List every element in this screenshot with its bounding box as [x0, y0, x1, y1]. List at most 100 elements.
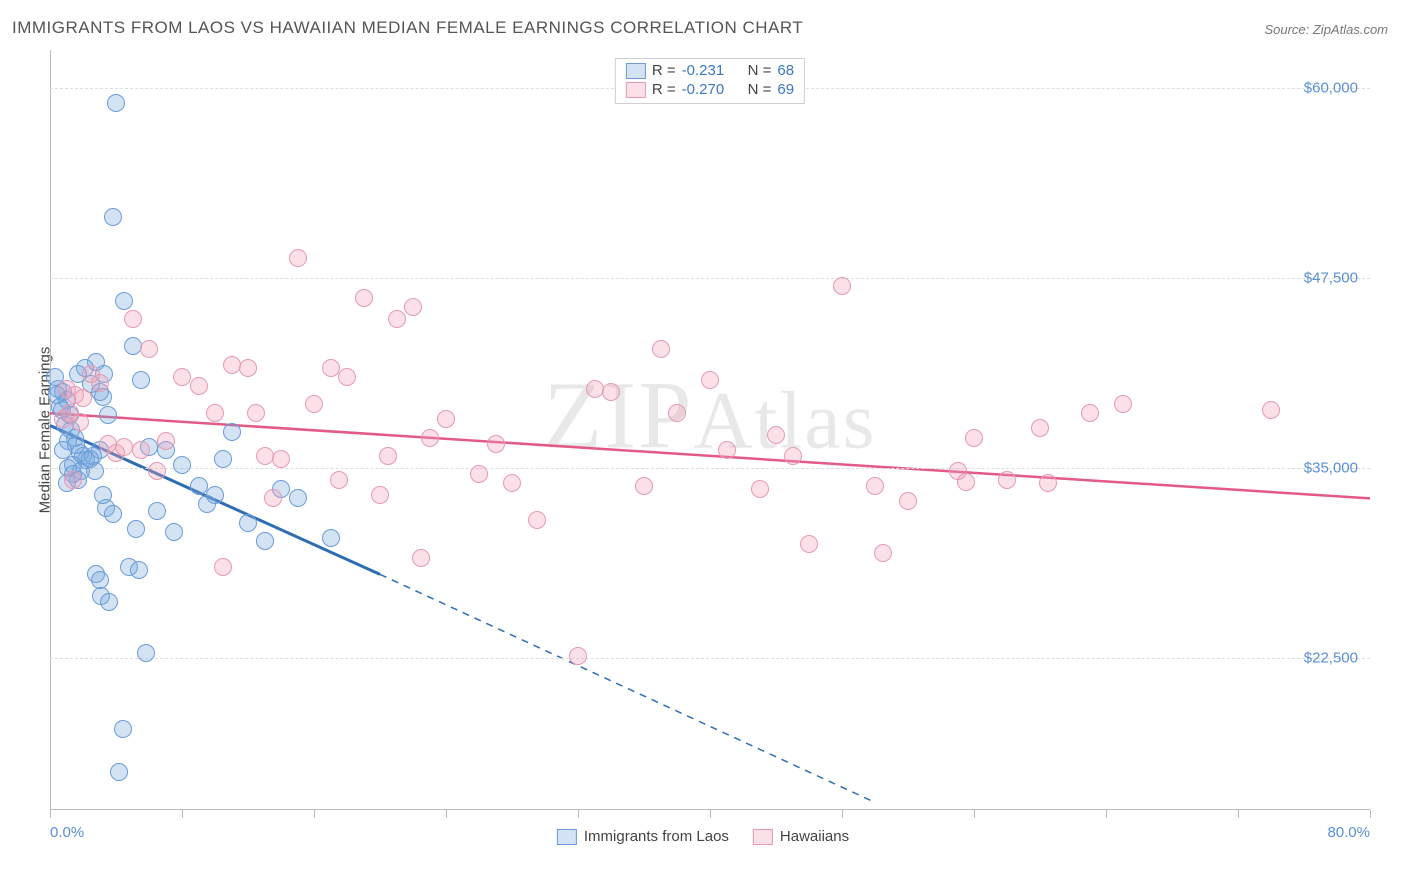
scatter-point-hawaiians	[289, 249, 307, 267]
scatter-point-hawaiians	[338, 368, 356, 386]
scatter-point-hawaiians	[371, 486, 389, 504]
x-tick	[578, 810, 579, 818]
scatter-point-hawaiians	[998, 471, 1016, 489]
scatter-point-hawaiians	[437, 410, 455, 428]
scatter-point-laos	[322, 529, 340, 547]
legend-n-label: N =	[748, 81, 772, 98]
scatter-point-laos	[115, 292, 133, 310]
x-tick	[314, 810, 315, 818]
legend-swatch	[626, 82, 646, 98]
scatter-point-hawaiians	[503, 474, 521, 492]
scatter-point-hawaiians	[115, 438, 133, 456]
scatter-point-laos	[127, 520, 145, 538]
scatter-point-hawaiians	[784, 447, 802, 465]
regression-line	[50, 413, 1370, 498]
scatter-point-laos	[114, 720, 132, 738]
scatter-point-hawaiians	[586, 380, 604, 398]
scatter-point-laos	[137, 644, 155, 662]
scatter-point-laos	[223, 423, 241, 441]
legend-row: R =-0.270N =69	[626, 80, 794, 99]
scatter-point-laos	[107, 94, 125, 112]
scatter-point-laos	[206, 486, 224, 504]
scatter-point-laos	[91, 571, 109, 589]
scatter-point-hawaiians	[330, 471, 348, 489]
x-tick	[446, 810, 447, 818]
scatter-point-hawaiians	[668, 404, 686, 422]
scatter-point-laos	[214, 450, 232, 468]
scatter-point-laos	[289, 489, 307, 507]
scatter-point-hawaiians	[1031, 419, 1049, 437]
source-label: Source: ZipAtlas.com	[1264, 22, 1388, 37]
scatter-point-hawaiians	[379, 447, 397, 465]
scatter-point-laos	[130, 561, 148, 579]
scatter-point-hawaiians	[1081, 404, 1099, 422]
legend-n-value: 69	[777, 81, 794, 98]
scatter-point-hawaiians	[957, 473, 975, 491]
regression-lines-layer	[50, 50, 1370, 810]
scatter-point-hawaiians	[388, 310, 406, 328]
scatter-point-laos	[54, 441, 72, 459]
x-tick-label: 0.0%	[50, 824, 84, 841]
scatter-point-hawaiians	[751, 480, 769, 498]
scatter-point-laos	[124, 337, 142, 355]
gridline	[50, 468, 1370, 469]
x-tick	[1370, 810, 1371, 818]
gridline	[50, 278, 1370, 279]
scatter-point-hawaiians	[71, 413, 89, 431]
scatter-point-hawaiians	[91, 374, 109, 392]
scatter-point-laos	[110, 763, 128, 781]
scatter-point-hawaiians	[652, 340, 670, 358]
scatter-point-laos	[165, 523, 183, 541]
scatter-point-hawaiians	[899, 492, 917, 510]
scatter-point-hawaiians	[404, 298, 422, 316]
legend-swatch	[557, 829, 577, 845]
legend-swatch	[626, 63, 646, 79]
scatter-point-hawaiians	[874, 544, 892, 562]
legend-bottom-label: Hawaiians	[780, 828, 849, 845]
scatter-point-hawaiians	[305, 395, 323, 413]
scatter-point-laos	[173, 456, 191, 474]
scatter-point-hawaiians	[1114, 395, 1132, 413]
scatter-point-hawaiians	[214, 558, 232, 576]
legend-r-label: R =	[652, 81, 676, 98]
chart-title: IMMIGRANTS FROM LAOS VS HAWAIIAN MEDIAN …	[12, 18, 803, 38]
scatter-point-hawaiians	[256, 447, 274, 465]
scatter-point-hawaiians	[173, 368, 191, 386]
legend-row: R =-0.231N =68	[626, 61, 794, 80]
scatter-point-hawaiians	[64, 471, 82, 489]
legend-n-label: N =	[748, 62, 772, 79]
y-tick-label: $35,000	[1304, 460, 1358, 477]
scatter-point-laos	[104, 208, 122, 226]
x-tick	[182, 810, 183, 818]
scatter-point-hawaiians	[635, 477, 653, 495]
x-tick	[974, 810, 975, 818]
legend-r-value: -0.231	[682, 62, 742, 79]
scatter-point-hawaiians	[239, 359, 257, 377]
scatter-point-hawaiians	[965, 429, 983, 447]
scatter-point-hawaiians	[206, 404, 224, 422]
scatter-point-hawaiians	[833, 277, 851, 295]
scatter-point-hawaiians	[355, 289, 373, 307]
scatter-point-hawaiians	[718, 441, 736, 459]
scatter-point-hawaiians	[223, 356, 241, 374]
regression-line	[380, 574, 875, 802]
scatter-point-laos	[148, 502, 166, 520]
gridline	[50, 658, 1370, 659]
legend-bottom: Immigrants from LaosHawaiians	[557, 828, 849, 845]
legend-bottom-item: Hawaiians	[753, 828, 849, 845]
x-tick	[842, 810, 843, 818]
scatter-point-hawaiians	[800, 535, 818, 553]
scatter-point-laos	[99, 406, 117, 424]
y-tick-label: $60,000	[1304, 80, 1358, 97]
scatter-point-laos	[104, 505, 122, 523]
scatter-point-hawaiians	[247, 404, 265, 422]
scatter-point-laos	[86, 462, 104, 480]
scatter-point-hawaiians	[602, 383, 620, 401]
scatter-point-hawaiians	[421, 429, 439, 447]
scatter-point-laos	[100, 593, 118, 611]
scatter-point-hawaiians	[140, 340, 158, 358]
x-tick-label: 80.0%	[1327, 824, 1370, 841]
legend-r-label: R =	[652, 62, 676, 79]
scatter-point-hawaiians	[767, 426, 785, 444]
x-tick	[710, 810, 711, 818]
